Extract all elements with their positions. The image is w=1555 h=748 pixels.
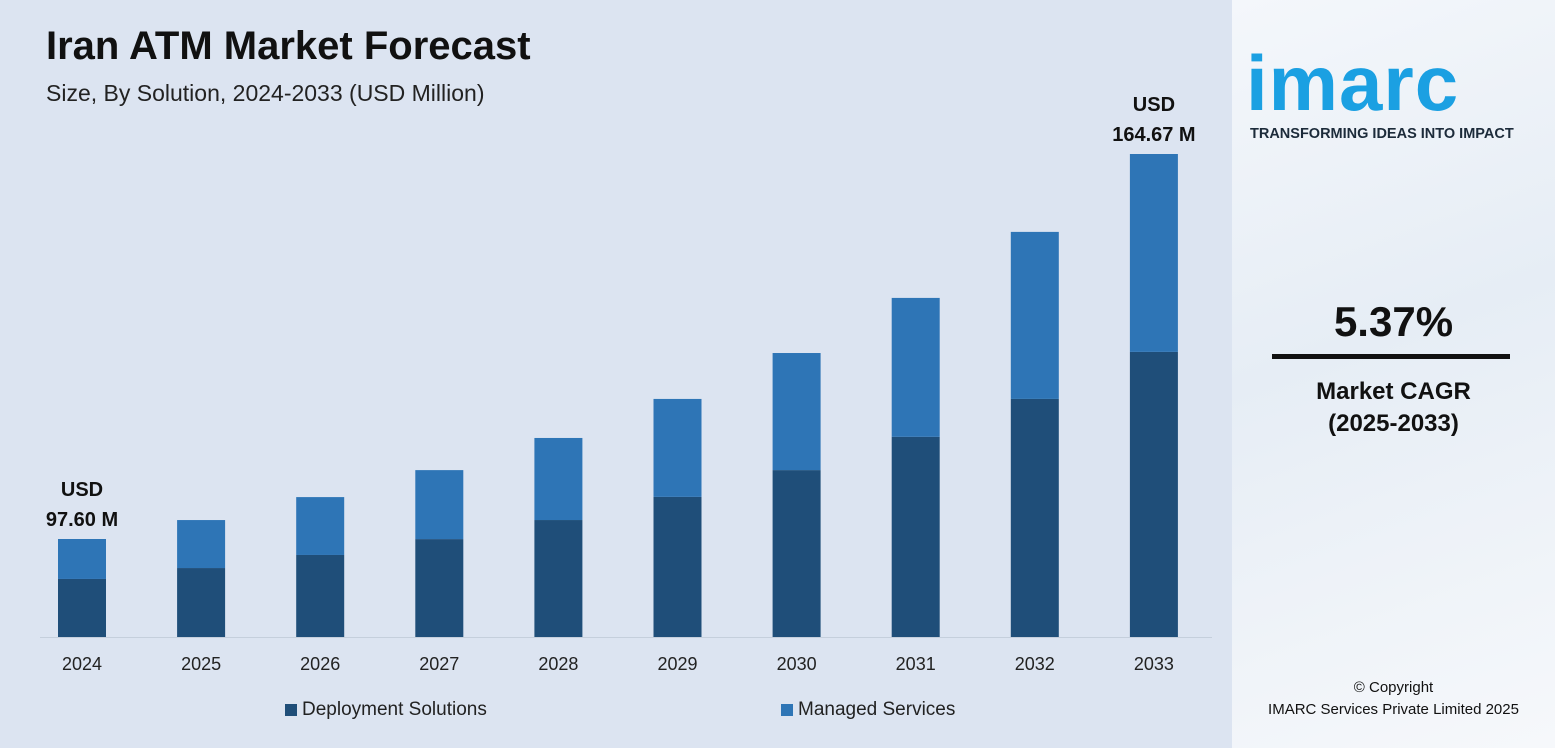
data-label-unit: USD (1133, 94, 1175, 116)
copyright: © Copyright IMARC Services Private Limit… (1232, 677, 1555, 721)
bar-managed-2026 (296, 497, 345, 555)
info-panel: imarc TRANSFORMING IDEAS INTO IMPACT 5.3… (1232, 0, 1555, 748)
bar-deployment-2025 (177, 568, 226, 637)
legend-label: Managed Services (798, 699, 956, 720)
chart-subtitle: Size, By Solution, 2024-2033 (USD Millio… (46, 80, 485, 106)
bar-deployment-2026 (296, 554, 345, 637)
bar-deployment-2032 (1010, 398, 1059, 637)
x-tick-label: 2025 (181, 654, 221, 674)
bar-managed-2024 (58, 539, 106, 579)
x-tick-label: 2032 (1015, 654, 1055, 674)
bar-managed-2033 (1129, 154, 1178, 352)
data-label-unit: USD (61, 479, 103, 501)
chart-panel: Iran ATM Market Forecast Size, By Soluti… (0, 0, 1232, 748)
legend-label: Deployment Solutions (302, 699, 487, 720)
bar-managed-2030 (772, 353, 821, 471)
cagr-value: 5.37% (1333, 298, 1454, 345)
legend-swatch (285, 704, 297, 716)
bar-chart: 2024 USD 97.60 M 2025 2026 2027 2028 2029 2030 20… (40, 94, 1212, 674)
cagr-label-line1: Market CAGR (1316, 378, 1471, 405)
bar-deployment-2033 (1129, 351, 1178, 637)
tagline: TRANSFORMING IDEAS INTO IMPACT (1250, 126, 1514, 142)
legend-item-deployment: Deployment Solutions (285, 699, 487, 721)
x-tick-label: 2029 (657, 654, 697, 674)
x-tick-label: 2033 (1134, 654, 1174, 674)
x-tick-label: 2031 (896, 654, 936, 674)
bar-deployment-2028 (534, 520, 583, 637)
imarc-logo: imarc (1246, 39, 1460, 127)
x-tick-label: 2026 (300, 654, 340, 674)
x-tick-label: 2027 (419, 654, 459, 674)
x-tick-label: 2024 (62, 654, 102, 674)
x-tick-label: 2030 (777, 654, 817, 674)
bar-managed-2031 (891, 297, 940, 437)
cagr-label: Market CAGR (2025-2033) (1232, 376, 1555, 440)
bar-deployment-2029 (653, 496, 702, 637)
chart-title: Iran ATM Market Forecast (46, 24, 531, 68)
legend-swatch (781, 704, 793, 716)
bar-managed-2025 (177, 520, 226, 569)
data-label-value: 164.67 M (1112, 124, 1195, 146)
data-label-value: 97.60 M (46, 509, 118, 531)
bar-managed-2027 (415, 470, 464, 540)
bar-managed-2028 (534, 437, 583, 521)
bar-deployment-2031 (891, 436, 940, 637)
bar-managed-2032 (1010, 231, 1059, 399)
cagr-label-line2: (2025-2033) (1328, 410, 1459, 437)
x-tick-label: 2028 (538, 654, 578, 674)
bar-managed-2029 (653, 398, 702, 497)
copyright-line1: © Copyright (1353, 679, 1434, 696)
bar-deployment-2024 (58, 578, 106, 637)
bar-deployment-2027 (415, 539, 464, 637)
legend-item-managed: Managed Services (781, 699, 955, 721)
copyright-line2: IMARC Services Private Limited 2025 (1268, 701, 1519, 718)
divider (1272, 354, 1510, 359)
bar-deployment-2030 (772, 470, 821, 637)
